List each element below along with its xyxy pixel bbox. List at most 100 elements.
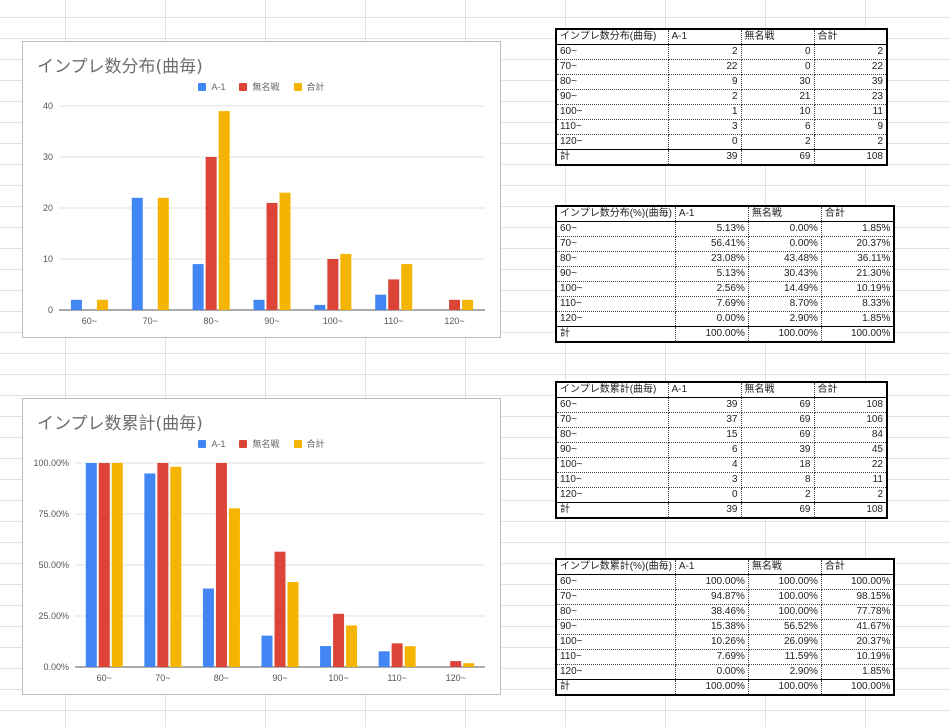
table-cell[interactable]: 90~ [556,266,676,282]
table-cell[interactable]: 80~ [556,251,676,267]
table-cell[interactable]: 100.00% [748,574,822,590]
table-cell[interactable]: 2 [814,44,887,60]
table-cell[interactable]: 21.30% [821,266,895,282]
table-cell[interactable]: 120~ [556,487,669,503]
table-cell[interactable]: 9 [668,74,742,90]
table-cell[interactable]: 120~ [556,664,676,680]
table-cell[interactable]: 60~ [556,397,669,413]
table-cell[interactable]: 39 [668,397,742,413]
table-cell[interactable]: 1.85% [821,664,895,680]
table-cell[interactable]: 100~ [556,634,676,650]
table-cell[interactable]: 26.09% [748,634,822,650]
table-cell[interactable]: 100.00% [821,326,895,342]
table-cell[interactable]: 108 [814,149,887,165]
table-cell[interactable]: 90~ [556,442,669,458]
table-cell[interactable]: 無名戦 [741,29,815,45]
table-cell[interactable]: インプレ数累計(%)(曲毎) [556,559,676,575]
table-cell[interactable]: 100.00% [675,326,749,342]
table-cell[interactable]: 5.13% [675,266,749,282]
table-cell[interactable]: 2 [741,134,815,150]
table-cell[interactable]: 39 [741,442,815,458]
table-cell[interactable]: 2 [814,487,887,503]
table-cell[interactable]: 1 [668,104,742,120]
table-cell[interactable]: 100.00% [748,589,822,605]
table-cell[interactable]: 69 [741,397,815,413]
table-cell[interactable]: 2.56% [675,281,749,297]
table-cell[interactable]: 3 [668,119,742,135]
table-cell[interactable]: 10.26% [675,634,749,650]
table-cell[interactable]: 77.78% [821,604,895,620]
table-cell[interactable]: 39 [668,149,742,165]
table-cell[interactable]: 8.33% [821,296,895,312]
table-cell[interactable]: 無名戦 [741,382,815,398]
table-cell[interactable]: 3 [668,472,742,488]
table-cell[interactable]: 計 [556,149,669,165]
table-cell[interactable]: 2 [814,134,887,150]
table-cell[interactable]: 15 [668,427,742,443]
table-cell[interactable]: 100.00% [748,679,822,695]
table-cell[interactable]: 69 [741,502,815,518]
table-cell[interactable]: 98.15% [821,589,895,605]
table-cell[interactable]: 110~ [556,119,669,135]
table-cell[interactable]: 0.00% [675,664,749,680]
table-cell[interactable]: 23 [814,89,887,105]
table-cell[interactable]: 56.41% [675,236,749,252]
table-cell[interactable]: 100~ [556,457,669,473]
table-cell[interactable]: 11.59% [748,649,822,665]
table-cell[interactable]: 合計 [814,382,887,398]
table-cell[interactable]: 90~ [556,619,676,635]
table-cell[interactable]: 14.49% [748,281,822,297]
table-cell[interactable]: 0.00% [748,221,822,237]
table-cell[interactable]: 100.00% [821,574,895,590]
table-cell[interactable]: 108 [814,397,887,413]
table-cell[interactable]: 110~ [556,649,676,665]
table-cell[interactable]: 0.00% [675,311,749,327]
table-cell[interactable]: 8 [741,472,815,488]
table-cell[interactable]: 23.08% [675,251,749,267]
table-cell[interactable]: 20.37% [821,634,895,650]
table-cell[interactable]: 69 [741,427,815,443]
table-cell[interactable]: 80~ [556,604,676,620]
table-cell[interactable]: 計 [556,502,669,518]
table-cell[interactable]: 22 [668,59,742,75]
table-cell[interactable]: 37 [668,412,742,428]
table-cell[interactable]: 30 [741,74,815,90]
table-cell[interactable]: 合計 [821,206,895,222]
table-cell[interactable]: 108 [814,502,887,518]
table-cell[interactable]: 70~ [556,412,669,428]
table-cell[interactable]: 100~ [556,281,676,297]
table-cell[interactable]: 7.69% [675,296,749,312]
table-cell[interactable]: 2 [741,487,815,503]
table-cell[interactable]: 1.85% [821,311,895,327]
table-cell[interactable]: 0 [741,44,815,60]
table-cell[interactable]: 69 [741,412,815,428]
table-cell[interactable]: 計 [556,679,676,695]
table-cell[interactable]: 10 [741,104,815,120]
table-cell[interactable]: 69 [741,149,815,165]
table-cell[interactable]: 70~ [556,236,676,252]
table-cell[interactable]: 106 [814,412,887,428]
table-cell[interactable]: 5.13% [675,221,749,237]
table-cell[interactable]: インプレ数累計(曲毎) [556,382,669,398]
table-cell[interactable]: 22 [814,457,887,473]
table-cell[interactable]: 6 [741,119,815,135]
table-cell[interactable]: 計 [556,326,676,342]
table-cell[interactable]: 2 [668,44,742,60]
table-cell[interactable]: 6 [668,442,742,458]
table-cell[interactable]: 56.52% [748,619,822,635]
table-cell[interactable]: 21 [741,89,815,105]
table-cell[interactable]: 38.46% [675,604,749,620]
table-cell[interactable]: 100.00% [748,326,822,342]
table-cell[interactable]: 0 [741,59,815,75]
table-cell[interactable]: 80~ [556,427,669,443]
table-cell[interactable]: 無名戦 [748,206,822,222]
table-cell[interactable]: 10.19% [821,649,895,665]
table-cell[interactable]: 30.43% [748,266,822,282]
table-cell[interactable]: 22 [814,59,887,75]
table-cell[interactable]: A-1 [668,29,742,45]
table-cell[interactable]: 18 [741,457,815,473]
table-cell[interactable]: 60~ [556,574,676,590]
table-cell[interactable]: 36.11% [821,251,895,267]
table-cell[interactable]: 4 [668,457,742,473]
table-cell[interactable]: 10.19% [821,281,895,297]
